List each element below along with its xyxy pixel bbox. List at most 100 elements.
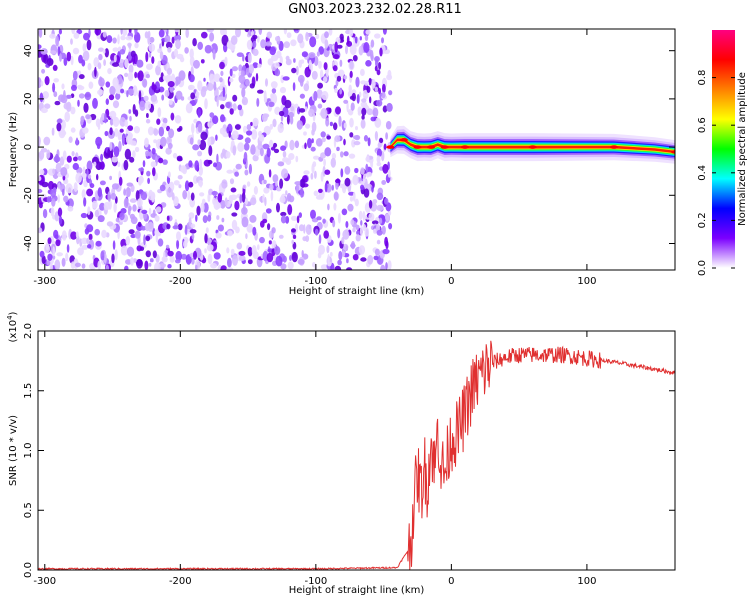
noise-blob xyxy=(128,109,132,114)
noise-blob xyxy=(189,74,195,83)
noise-blob xyxy=(348,84,352,93)
noise-blob xyxy=(126,182,134,187)
noise-blob xyxy=(331,152,337,160)
noise-blob xyxy=(341,250,346,258)
noise-blob xyxy=(283,41,290,49)
noise-blob xyxy=(268,169,272,178)
y-tick-label: 0.5 xyxy=(23,502,34,518)
noise-blob xyxy=(102,31,107,38)
noise-blob xyxy=(294,140,300,149)
noise-blob xyxy=(266,31,272,39)
noise-blob xyxy=(164,89,170,98)
snr-line xyxy=(38,340,675,570)
noise-blob xyxy=(225,101,231,109)
noise-blob xyxy=(253,185,258,195)
noise-blob xyxy=(362,224,367,231)
noise-blob xyxy=(316,89,323,99)
noise-blob xyxy=(199,192,205,197)
noise-blob xyxy=(315,195,323,200)
noise-blob xyxy=(59,53,62,62)
noise-blob xyxy=(114,249,118,261)
noise-blob xyxy=(110,192,117,200)
noise-blob xyxy=(207,214,212,222)
noise-blob xyxy=(276,50,282,59)
y-scale-close: ) xyxy=(8,311,19,315)
noise-blob xyxy=(358,245,366,255)
noise-blob xyxy=(340,168,344,178)
noise-blob xyxy=(184,180,190,192)
noise-blob xyxy=(107,68,112,75)
noise-blob xyxy=(303,83,310,92)
noise-blob xyxy=(243,142,250,151)
noise-blob xyxy=(130,257,134,266)
noise-blob xyxy=(328,29,333,36)
noise-blob xyxy=(219,77,223,83)
noise-blob xyxy=(230,35,238,45)
noise-blob xyxy=(204,248,207,254)
noise-blob xyxy=(295,184,300,194)
noise-blob xyxy=(314,170,317,179)
noise-blob xyxy=(220,29,225,36)
noise-blob xyxy=(279,86,287,94)
noise-blob xyxy=(277,161,285,167)
noise-blob xyxy=(193,250,197,260)
noise-blob xyxy=(210,262,218,269)
noise-blob xyxy=(318,244,325,255)
noise-blob xyxy=(276,202,280,213)
noise-blob xyxy=(67,205,74,212)
noise-blob xyxy=(188,181,194,188)
noise-blob xyxy=(97,260,101,270)
noise-blob xyxy=(230,248,235,256)
signal-peak xyxy=(399,138,408,142)
noise-blob xyxy=(299,187,304,198)
noise-blob xyxy=(155,206,162,213)
noise-blob xyxy=(87,244,92,249)
noise-blob xyxy=(298,212,302,219)
noise-blob xyxy=(360,220,363,226)
noise-blob xyxy=(151,56,155,64)
noise-blob xyxy=(220,104,225,110)
noise-blob xyxy=(83,179,88,188)
noise-blob xyxy=(318,46,325,55)
noise-blob xyxy=(143,234,146,246)
noise-blob xyxy=(251,245,257,256)
noise-blob xyxy=(128,64,134,74)
noise-blob xyxy=(262,143,270,150)
noise-blob xyxy=(119,117,126,127)
noise-blob xyxy=(94,209,99,218)
noise-blob xyxy=(151,193,155,203)
noise-blob xyxy=(387,69,392,79)
noise-blob xyxy=(157,238,164,247)
noise-blob xyxy=(82,166,86,176)
noise-blob xyxy=(278,234,284,239)
noise-blob xyxy=(252,117,259,127)
noise-blob xyxy=(241,87,246,98)
noise-blob xyxy=(216,215,220,220)
noise-blob xyxy=(63,57,68,66)
noise-blob xyxy=(112,37,117,44)
noise-blob xyxy=(100,250,105,261)
noise-blob xyxy=(275,255,283,267)
noise-blob xyxy=(82,50,90,62)
noise-blob xyxy=(381,180,387,185)
noise-blob xyxy=(230,187,237,193)
noise-blob xyxy=(260,134,265,142)
noise-blob xyxy=(234,124,241,130)
noise-blob xyxy=(66,244,70,253)
noise-blob xyxy=(40,80,44,87)
noise-blob xyxy=(214,73,221,82)
noise-blob xyxy=(147,35,151,45)
noise-blob xyxy=(163,251,166,262)
noise-blob xyxy=(278,110,285,117)
noise-blob xyxy=(38,136,41,147)
noise-blob xyxy=(248,163,252,175)
noise-blob xyxy=(145,235,151,242)
noise-blob xyxy=(246,124,252,131)
noise-blob xyxy=(283,29,287,35)
noise-blob xyxy=(129,156,135,163)
noise-blob xyxy=(204,98,208,110)
noise-blob xyxy=(343,99,349,104)
noise-blob xyxy=(384,236,388,247)
x-axis-label: Height of straight line (km) xyxy=(289,286,425,297)
